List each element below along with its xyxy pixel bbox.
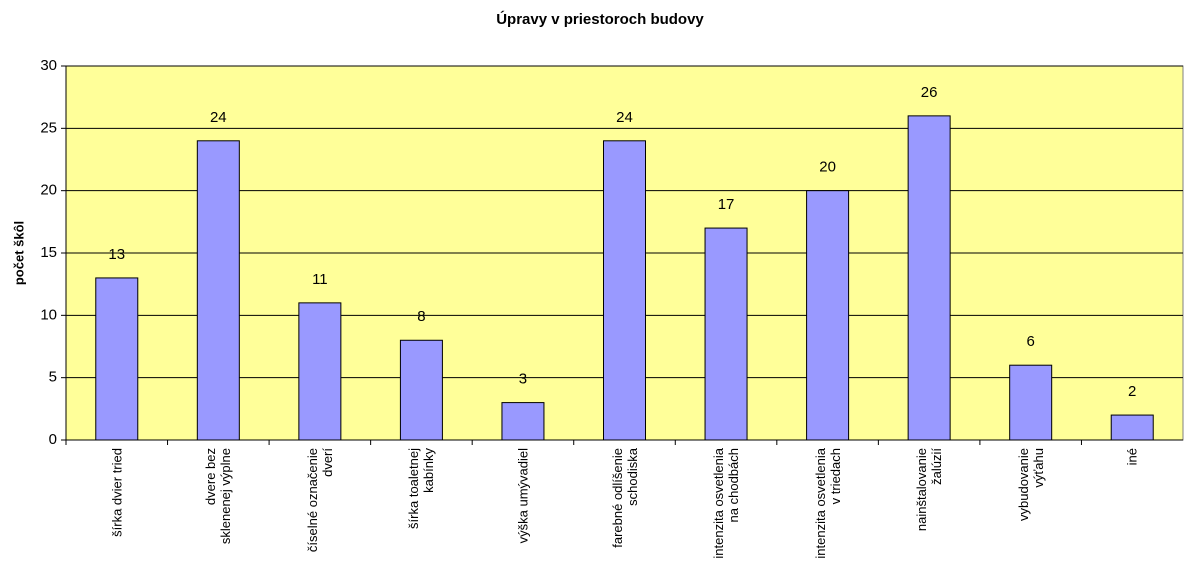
y-tick-label: 20 (40, 182, 57, 199)
data-label: 24 (616, 109, 633, 126)
x-tick-label: šírka dvier tried (109, 448, 125, 537)
y-tick-label: 15 (40, 244, 57, 261)
bar (196, 140, 240, 441)
x-tick-label: nainštalovanie žalúzií (914, 448, 945, 532)
x-tick-label: vybudovanie výťahu (1015, 448, 1046, 521)
x-tick-label: šírka toaletnej kabínky (406, 448, 437, 529)
y-tick-label: 25 (40, 119, 57, 136)
bar (501, 402, 545, 441)
bar (298, 302, 342, 441)
bar (95, 277, 139, 441)
data-label: 2 (1128, 383, 1136, 400)
y-axis-label: počet škôl (11, 221, 26, 285)
y-tick-label: 5 (49, 369, 57, 386)
x-tick-label: farebné odlíšenie schodiska (609, 448, 640, 548)
x-tick-label: intenzita osvetlenia na chodbách (711, 448, 742, 559)
data-label: 20 (819, 159, 836, 176)
x-tick-label: číselné označenie dverí (304, 448, 335, 553)
chart-title: Úpravy v priestoroch budovy (496, 10, 704, 28)
data-label: 24 (210, 109, 227, 126)
y-tick-label: 30 (40, 57, 57, 74)
y-tick-label: 10 (40, 306, 57, 323)
bar (1009, 364, 1053, 441)
y-tick-label: 0 (49, 431, 57, 448)
x-tick-label: intenzita osvetlenia v triedach (812, 448, 843, 559)
bar (806, 190, 850, 441)
bar (907, 115, 951, 441)
bar (704, 227, 748, 441)
data-label: 17 (718, 196, 735, 213)
data-label: 26 (921, 84, 938, 101)
data-label: 11 (312, 271, 328, 288)
bar (1110, 414, 1154, 441)
data-label: 6 (1027, 333, 1035, 350)
x-tick-label: dvere bez sklenenej výplne (203, 448, 234, 545)
bar (603, 140, 646, 441)
data-label: 8 (417, 308, 425, 325)
data-label: 3 (519, 371, 527, 388)
x-tick-label: iné (1124, 448, 1140, 466)
data-label: 13 (108, 246, 125, 263)
x-tick-label: výška umývadiel (515, 448, 531, 544)
bar (399, 339, 443, 441)
